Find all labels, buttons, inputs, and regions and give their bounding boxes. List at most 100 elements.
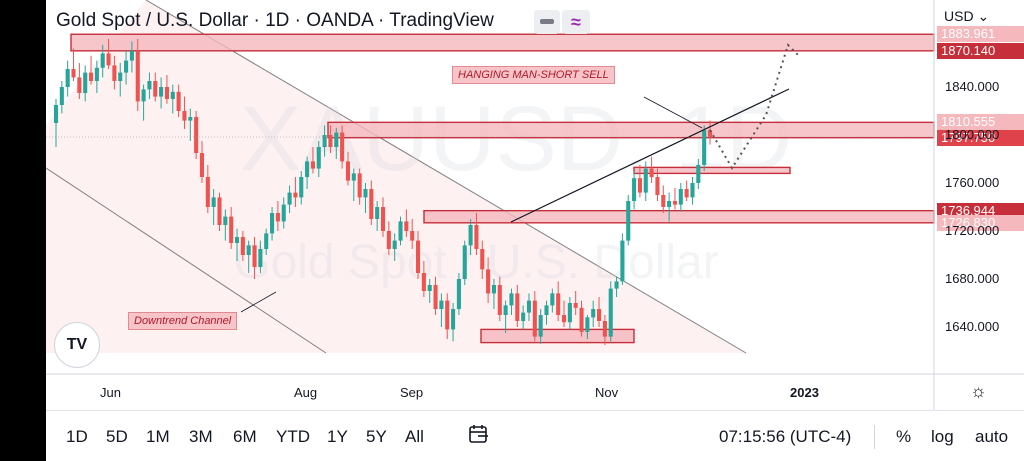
candle-body [678,189,683,205]
minus-icon[interactable] [534,10,560,34]
candle-body [234,237,240,243]
range-button-5d[interactable]: 5D [106,427,128,446]
candle [398,216,403,246]
currency-label: USD [944,8,974,24]
candle-body [270,213,275,234]
candle [451,303,456,342]
annotation-downtrend[interactable]: Downtrend Channel [128,312,238,330]
zone-3 [480,328,635,344]
candle [415,231,421,279]
trendline [510,88,790,223]
candle [392,233,397,261]
range-button-5y[interactable]: 5Y [366,427,387,446]
zone-4 [633,166,791,175]
candle-body [205,177,210,207]
y-tick-label: 1840.000 [945,79,1000,94]
candle [159,77,164,109]
candle [234,228,240,261]
range-button-6m[interactable]: 6M [233,427,257,446]
candle-body [182,111,187,121]
price-label: 1883.961 [937,26,1024,43]
candle-body [281,204,286,222]
candle [217,192,222,231]
candle [188,108,193,141]
candle-body [439,300,444,309]
candle [421,261,426,297]
candle [550,288,555,313]
candle-body [672,201,678,205]
candle-body [287,192,292,205]
candle-body [135,51,140,102]
range-button-ytd[interactable]: YTD [276,427,310,446]
candle [340,125,345,169]
candle [632,171,637,210]
candle-body [223,216,228,225]
candle [305,156,310,189]
candle-body [421,273,426,291]
candle [53,99,59,147]
candle [702,125,707,171]
candle-body [351,173,356,181]
candle-body [491,285,496,294]
candle [334,127,339,159]
candle [445,293,450,339]
currency-selector[interactable]: USD ⌄ [944,8,989,25]
range-button-1m[interactable]: 1M [146,427,170,446]
candle [579,300,584,337]
candle [597,297,602,327]
candle-body [567,303,572,323]
range-button-all[interactable]: All [405,427,424,446]
auto-toggle[interactable]: auto [975,427,1009,446]
candle-body [637,178,642,193]
candle [404,209,409,237]
candle [608,281,613,342]
candle [521,305,526,330]
candle [456,273,461,315]
candle-body [153,81,158,97]
candle-body [217,197,222,225]
candle-body [112,65,117,81]
settings-gear-icon[interactable]: ☼ [970,381,987,401]
candle [386,221,391,255]
wave-icon[interactable]: ≈ [562,10,590,34]
candle-body [334,132,339,147]
log-toggle[interactable]: log [931,427,954,446]
range-button-1d[interactable]: 1D [66,427,88,446]
candle-body [229,216,234,243]
candle [147,72,152,99]
range-button-1y[interactable]: 1Y [327,427,348,446]
candle [696,159,701,189]
candle [591,300,596,327]
candle-body [211,197,216,207]
candle-body [474,225,479,249]
candle [678,183,683,212]
candle [281,197,286,229]
percent-toggle[interactable]: % [896,427,912,446]
candle [526,293,532,321]
candle [614,276,619,297]
candle-body [433,285,438,309]
candle-body [118,72,123,81]
clock-time[interactable]: 07:15:56 (UTC-4) [719,427,852,446]
annotation-hanging-man[interactable]: HANGING MAN-SHORT SELL [452,66,615,84]
price-label: 1797.750 [937,129,1024,146]
candle [252,237,257,279]
candle [124,51,129,85]
candle-body [328,135,333,147]
candle-body [661,195,666,207]
candle-body [427,285,432,291]
candle [643,161,648,201]
range-button-3m[interactable]: 3M [189,427,213,446]
candle [293,177,298,207]
candle [328,125,333,153]
chevron-down-icon: ⌄ [977,8,990,24]
candle [170,84,175,114]
candle [380,197,386,237]
tradingview-logo-icon[interactable]: TV [54,322,100,368]
candle [112,55,117,90]
candle [275,201,280,231]
price-chart[interactable]: XAUUSD, 1D Gold Spot / U.S. Dollar [46,0,1024,410]
candle [77,63,82,99]
date-range-icon[interactable] [468,423,490,450]
candle [707,120,713,145]
